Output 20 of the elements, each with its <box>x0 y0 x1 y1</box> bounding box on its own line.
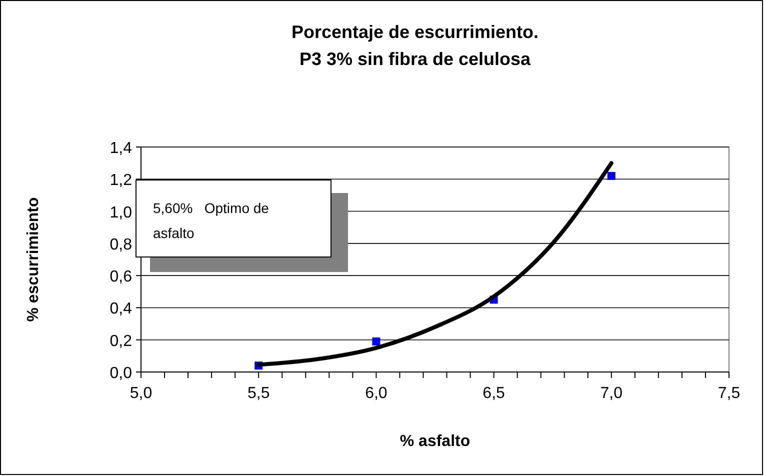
x-tick-label: 6,0 <box>365 385 388 402</box>
y-tick-label: 1,2 <box>110 172 132 190</box>
x-tick-label: 5,5 <box>247 385 270 402</box>
x-tick-label: 7,0 <box>600 385 623 402</box>
annotation: 5,60% Optimo de asfalto <box>153 200 270 241</box>
chart-title: Porcentaje de escurrimiento. P3 3% sin fibra de celulosa <box>291 22 539 69</box>
y-tick-label: 0,8 <box>110 236 132 254</box>
x-tick-label: 6,5 <box>482 385 506 402</box>
point <box>607 172 616 180</box>
y-tick-label: 0,0 <box>110 365 132 382</box>
y-tick-label: 1,0 <box>110 204 132 222</box>
y-tick-label: 0,2 <box>110 332 132 350</box>
y-tick-label: 0,6 <box>110 268 132 286</box>
x-tick-label: 7,5 <box>718 385 740 402</box>
y-tick-label: 1,4 <box>110 140 132 157</box>
x-tick-label: 5,0 <box>130 385 152 402</box>
y-axis-title: % escurrimiento <box>25 197 42 322</box>
x-axis-title: % asfalto <box>400 433 470 450</box>
point <box>372 337 380 346</box>
y-tick-label: 0,4 <box>110 300 132 318</box>
